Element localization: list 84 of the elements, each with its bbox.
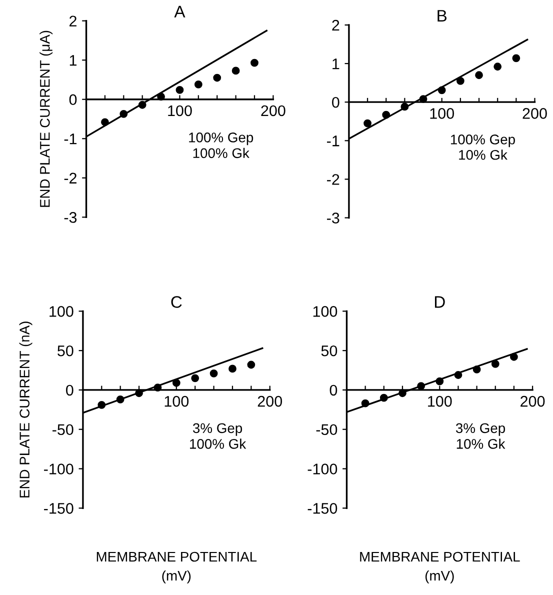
point [380,394,388,402]
point [232,66,240,75]
chart-title: A [174,6,186,18]
point [382,110,390,119]
point [228,364,236,373]
point [247,360,256,369]
point [512,54,520,62]
point [454,371,462,379]
point [101,118,109,126]
point [116,395,124,404]
point [210,369,218,378]
point [417,382,426,390]
x-tick-label: 100 [168,105,192,116]
point [456,76,464,85]
point [120,110,128,118]
x-tick-label: 100 [430,108,454,119]
point [213,74,222,82]
point [491,360,500,368]
y-tick-label: 0 [332,96,340,108]
point [250,58,258,67]
y-tick-label: 1 [332,58,340,70]
x-tick-label: 200 [520,396,545,407]
y-tick-label: 50 [321,345,338,356]
chart-title: D [434,296,445,308]
point [361,399,370,408]
chart-title: C [171,296,182,308]
point [135,389,143,398]
x-tick-label: 200 [258,396,282,407]
y-tick-label: 2 [332,20,340,31]
point [436,377,444,386]
y-tick-label: -150 [44,503,74,514]
y-tick-label: 2 [70,16,76,26]
point [438,86,446,94]
point [510,352,518,361]
point [475,71,483,80]
y-axis-title: END PLATE CURRENT (μA) [40,30,53,207]
y-tick-label: -50 [316,424,338,436]
y-tick-label: 1 [70,55,76,66]
annotation: 3% Gep [456,423,506,436]
point [419,95,428,103]
point [98,400,106,409]
annotation: 10% Gk [456,438,506,449]
point [494,62,502,71]
y-tick-label: -1 [64,134,76,144]
point [138,100,146,109]
y-tick-label: 100 [313,306,338,317]
point [157,92,165,101]
point [472,366,481,374]
y-tick-label: -50 [52,424,74,436]
y-tick-label: -2 [64,172,76,184]
y-tick-label: 50 [58,345,74,356]
point [400,102,409,111]
y-axis-title: END PLATE CURRENT (nA) [19,322,32,498]
y-tick-label: -3 [64,212,77,223]
point [176,86,184,94]
point [194,80,202,88]
x-axis-title: MEMBRANE POTENTIAL (mV) [360,552,520,584]
chart-title: B [438,10,447,22]
y-tick-label: 0 [69,94,77,106]
x-axis-title: MEMBRANE POTENTIAL (mV) [96,552,257,584]
y-tick-label: -1 [327,136,340,146]
point [191,374,200,382]
annotation: 100% Gep [189,132,254,146]
point [172,378,180,387]
annotation: 100% Gep [450,134,515,148]
x-tick-label: 100 [428,396,452,407]
y-tick-label: -2 [327,174,340,185]
y-tick-label: -150 [308,503,338,514]
y-tick-label: -100 [308,464,338,474]
y-tick-label: -3 [327,212,340,224]
annotation: 3% Gep [192,423,242,436]
x-tick-label: 200 [261,105,286,116]
x-tick-label: 200 [522,108,547,119]
point [154,384,162,392]
x-tick-label: 100 [164,396,189,407]
annotation: 100% Gk [193,148,250,158]
point [398,389,406,398]
y-tick-label: 0 [66,384,74,396]
annotation: 10% Gk [459,150,508,160]
annotation: 100% Gk [190,438,246,449]
y-tick-label: 100 [50,306,74,317]
y-tick-label: 0 [330,384,338,396]
y-tick-label: -100 [44,464,74,474]
point [364,119,372,128]
